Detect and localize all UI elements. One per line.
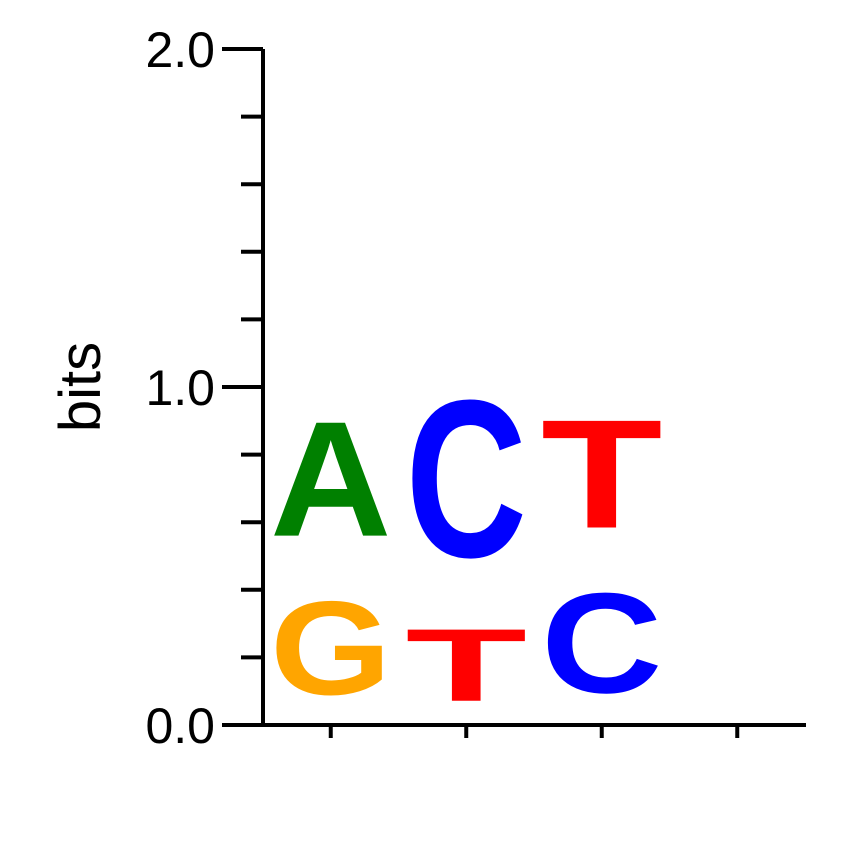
logo-letter-C-pos3: C: [541, 564, 662, 723]
y-tick-label-0: 0.0: [145, 698, 215, 754]
logo-letter-T-pos3: T: [541, 388, 663, 561]
y-axis-title: bits: [48, 342, 113, 432]
logo-letter-C-pos2: C: [406, 354, 527, 605]
logo-letter-G-pos1: G: [270, 573, 391, 723]
logo-letter-A-pos1: A: [270, 389, 391, 572]
y-tick-label-2: 2.0: [145, 22, 215, 78]
y-tick-label-1: 1.0: [145, 360, 215, 416]
y-minor-ticks: [222, 47, 263, 727]
logo-letter-T-pos2: T: [406, 607, 527, 722]
axes: [222, 47, 806, 738]
x-ticks: [328, 725, 740, 738]
